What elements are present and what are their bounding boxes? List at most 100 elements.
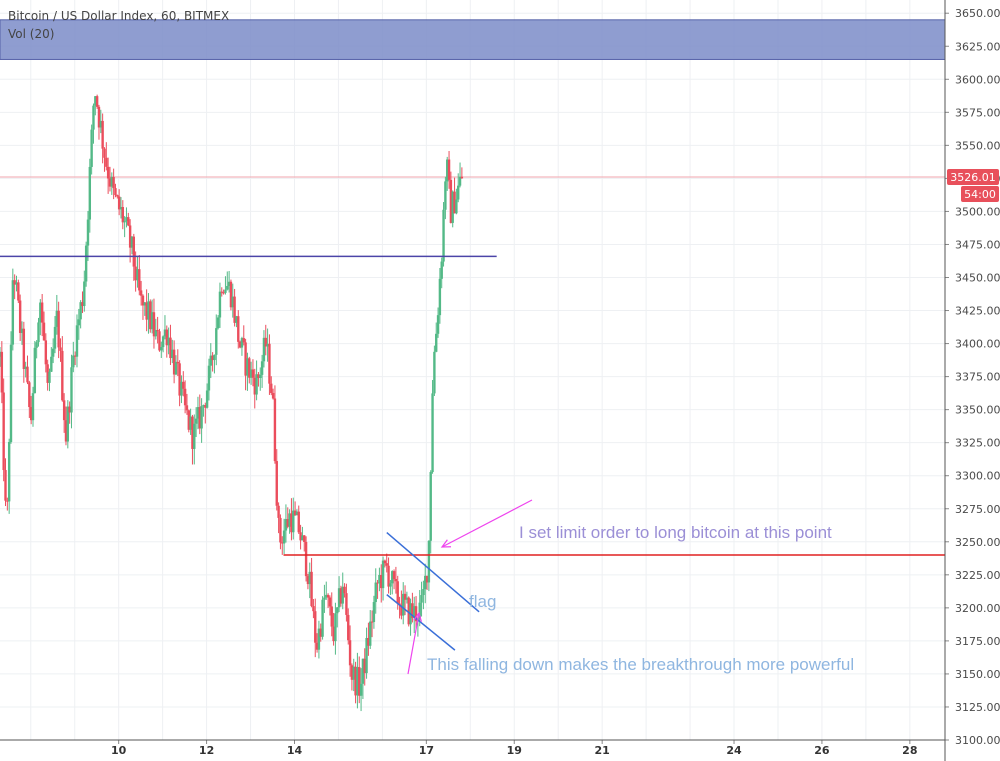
candle-body [169,337,172,359]
candle-body [99,120,103,128]
candle-body [39,302,42,323]
candle-body [116,195,119,197]
candle-body [229,281,233,308]
candle-body [330,606,333,627]
candle-body [209,355,212,366]
y-tick-label: 3275.00 [955,503,1000,516]
candle-body [231,296,234,308]
candle-body [106,166,110,179]
candle-body [389,583,392,587]
candle-body [455,199,458,214]
candle-body [205,390,209,408]
candle-body [64,420,68,442]
candle-body [262,337,266,362]
candle-body [348,640,352,666]
candle-body [218,291,222,318]
candle-body [11,280,15,345]
candle-body [194,418,198,424]
flag-upper-line[interactable] [386,531,480,613]
y-tick-label: 3550.00 [955,139,1000,152]
candle-body [290,513,293,533]
volume-indicator-legend[interactable]: Vol (20) [8,27,55,41]
candle-body [306,576,310,585]
candle-body [284,519,288,531]
candle-body [343,586,346,594]
candle-body [369,621,372,646]
candle-body [457,185,460,200]
candle-body [405,597,409,600]
candle-body [7,442,11,502]
candle-body [28,382,31,408]
candle-body [73,355,77,357]
candle-body [321,599,324,637]
candle-body [391,571,394,584]
candle-body [251,369,255,378]
y-tick-label: 3150.00 [955,668,1000,681]
candle-body [103,148,106,158]
x-tick-label: 10 [111,744,127,757]
symbol-legend[interactable]: Bitcoin / US Dollar Index, 60, BITMEX [8,9,230,23]
candle-body [407,597,410,625]
x-tick-label: 24 [726,744,742,757]
candle-body [84,245,88,282]
candle-body [281,542,284,544]
candle-body [449,179,453,223]
y-tick-label: 3125.00 [955,701,1000,714]
candle-body [367,637,370,646]
candle-body [61,350,64,401]
candle-body [244,342,247,376]
candle-body [361,658,365,684]
candle-body [392,571,396,580]
candle-body [242,338,245,343]
candle-body [40,302,44,323]
candle-body [336,607,339,614]
candle-body [202,405,205,407]
candle-body [402,593,405,616]
candle-body [94,96,97,106]
x-tick-label: 14 [287,744,303,757]
candle-body [46,364,49,383]
candle-body [92,105,95,130]
candle-body [55,310,59,327]
candle-body [185,405,189,411]
annotation-arrows[interactable] [407,499,533,675]
candle-body [334,613,337,642]
candle-body [125,217,128,222]
candle-body [286,519,289,527]
candle-body [363,658,366,674]
y-tick-label: 3250.00 [955,536,1000,549]
candle-body [196,407,200,419]
candle-body [108,178,112,187]
candle-body [97,106,101,128]
resistance-zone[interactable] [0,19,946,60]
candle-body [253,377,256,395]
candle-body [147,301,150,320]
candle-body [44,340,48,365]
candle-body [48,371,51,383]
candle-body [160,347,163,351]
candle-body [121,207,125,223]
candle-body [403,593,407,600]
candle-body [119,207,123,210]
candle-body [374,582,377,603]
candle-body [81,302,84,307]
candle-body [79,302,82,320]
candle-body [22,328,26,369]
candle-body [345,593,348,615]
candle-body [143,302,146,306]
candle-body [433,351,436,394]
candle-body [59,347,62,351]
candle-body [411,603,414,619]
candle-body [414,606,418,622]
candle-body [95,96,99,107]
candle-body [163,329,167,337]
candle-body [451,191,454,223]
candle-body [15,282,18,285]
candle-body [57,310,60,348]
chart-grid [0,0,945,741]
candle-body [255,374,258,395]
candle-body [161,336,165,348]
flag-lower-line[interactable] [386,594,456,651]
